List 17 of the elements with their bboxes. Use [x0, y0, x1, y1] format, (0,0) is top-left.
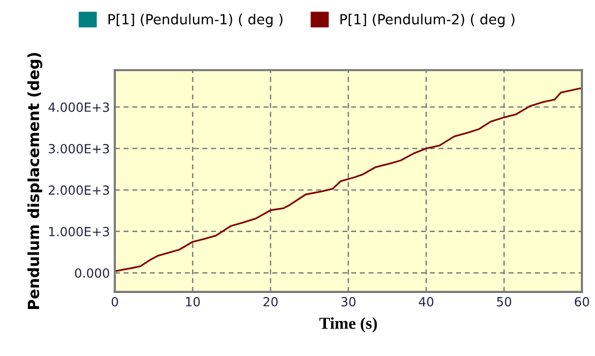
- y-tick-label: 1.000E+3: [49, 226, 109, 236]
- x-axis-title: Time (s): [319, 317, 377, 332]
- legend-label: P[1] (Pendulum-1) ( deg ): [108, 14, 282, 28]
- x-tick-label: 50: [497, 297, 512, 306]
- x-tick-label: 30: [341, 297, 356, 306]
- y-tick-label: 2.000E+3: [48, 185, 109, 195]
- y-tick-label: 0.000: [75, 268, 110, 278]
- y-tick-label: 4.000E+3: [48, 102, 109, 112]
- x-tick-label: 40: [418, 297, 434, 306]
- x-tick-label: 60: [574, 297, 590, 306]
- x-tick-label: 0: [112, 297, 118, 306]
- y-tick-label: 3.000E+3: [48, 144, 109, 154]
- y-axis-title: Pendulum displacement (deg): [27, 52, 42, 309]
- legend-label: P[1] (Pendulum-2) ( deg ): [340, 14, 514, 28]
- x-tick-label: 10: [186, 297, 200, 306]
- x-tick-label: 20: [263, 297, 278, 306]
- line-series: [114, 87, 582, 272]
